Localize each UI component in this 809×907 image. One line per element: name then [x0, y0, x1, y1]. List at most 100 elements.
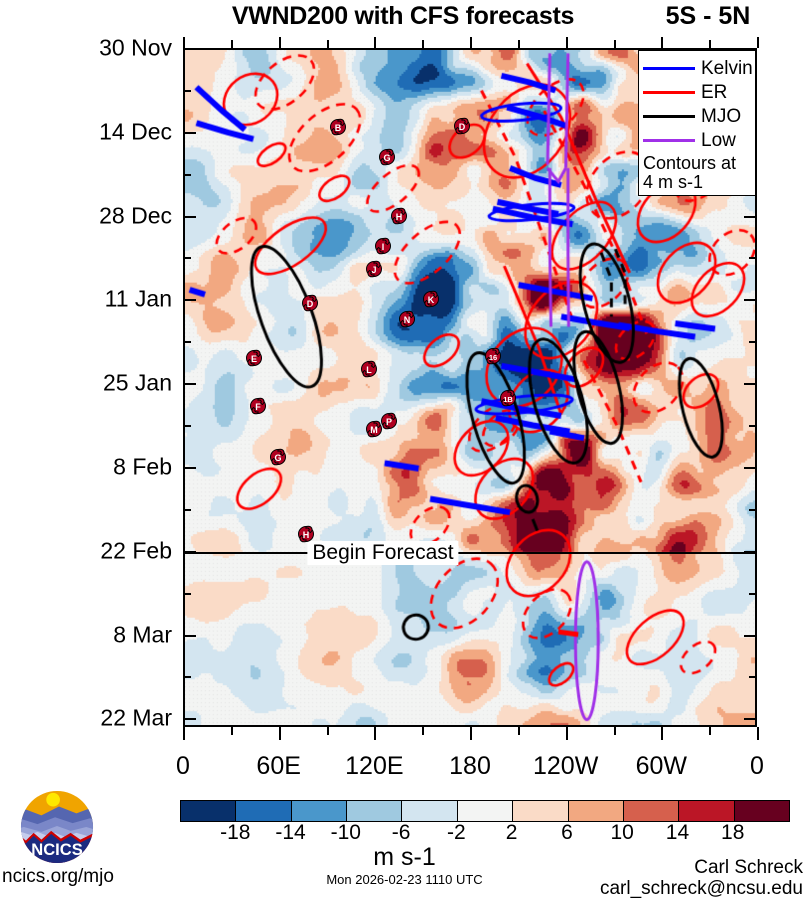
x-axis-minor-tick-top: [326, 40, 329, 48]
legend-contour-note: Contours at 4 m s-1: [643, 154, 751, 192]
storm-marker: P: [376, 408, 402, 434]
svg-text:NCICS: NCICS: [31, 840, 82, 859]
mjo-line-swatch: [643, 114, 695, 118]
colorbar-segment: [346, 801, 402, 821]
svg-text:H: H: [302, 530, 309, 540]
y-axis-tick-label: 25 Jan: [102, 369, 172, 396]
y-axis-minor-tick-right: [749, 592, 757, 595]
x-axis-tick: [374, 727, 377, 740]
colorbar-segment: [181, 801, 236, 821]
legend-item-er: ER: [643, 80, 751, 104]
x-axis-minor-tick: [517, 727, 520, 735]
svg-text:J: J: [372, 264, 377, 274]
colorbar-tick-label: -18: [220, 821, 251, 844]
y-axis-minor-tick: [183, 89, 191, 92]
ncics-logo: NCICS: [20, 790, 94, 864]
svg-text:G: G: [274, 453, 281, 463]
svg-text:K: K: [428, 295, 435, 305]
y-axis-tick-right: [744, 215, 757, 218]
storm-marker: M: [361, 416, 387, 442]
x-axis-minor-tick: [422, 727, 425, 735]
y-axis-tick-right: [744, 466, 757, 469]
storm-marker: H: [293, 521, 319, 547]
colorbar-segment: [678, 801, 734, 821]
y-axis-tick: [183, 718, 196, 721]
y-axis-minor-tick-right: [749, 341, 757, 344]
svg-text:L: L: [366, 365, 372, 375]
y-axis-tick: [183, 466, 196, 469]
x-axis-tick-top: [661, 37, 664, 48]
colorbar-tick-label: 10: [610, 821, 634, 844]
y-axis-tick-label: 11 Jan: [104, 285, 172, 312]
y-axis-tick-right: [744, 634, 757, 637]
legend-label-low: Low: [701, 129, 736, 151]
svg-text:1B: 1B: [503, 394, 513, 403]
x-axis-tick-label: 120E: [345, 752, 404, 780]
author-email-label: carl_schreck@ncsu.edu: [599, 878, 803, 899]
timestamp-label: Mon 2026-02-23 1110 UTC: [326, 872, 483, 887]
legend-item-low: Low: [643, 128, 751, 152]
legend-label-er: ER: [701, 81, 728, 103]
x-axis-tick-top: [757, 37, 759, 48]
y-axis-tick-right: [744, 299, 757, 302]
colorbar-segment: [290, 801, 347, 821]
y-axis-minor-tick: [183, 257, 191, 260]
y-axis-tick: [183, 215, 196, 218]
colorbar-tick-label: -6: [391, 821, 411, 844]
svg-text:N: N: [403, 315, 410, 325]
storm-marker: I: [370, 233, 396, 259]
y-axis-tick-right: [744, 550, 757, 553]
x-axis-minor-tick: [709, 727, 712, 735]
x-axis-minor-tick: [326, 727, 329, 735]
storm-marker: E: [241, 345, 267, 371]
y-axis-tick-label: 8 Mar: [113, 621, 172, 648]
y-axis-minor-tick: [183, 508, 191, 511]
site-url-label: ncics.org/mjo: [2, 866, 114, 887]
x-axis-tick: [757, 727, 759, 740]
legend-item-kelvin: Kelvin: [643, 56, 753, 80]
x-axis-tick: [278, 727, 281, 740]
y-axis-tick-label: 14 Dec: [99, 118, 172, 145]
svg-text:G: G: [384, 152, 391, 162]
svg-text:H: H: [395, 211, 402, 221]
y-axis-tick-label: 8 Feb: [113, 453, 172, 480]
svg-text:E: E: [251, 353, 257, 363]
y-axis-minor-tick-right: [749, 508, 757, 511]
y-axis-tick-right: [744, 383, 757, 386]
x-axis-tick-label: 60E: [256, 752, 301, 780]
colorbar-segment: [235, 801, 291, 821]
storm-marker: L: [356, 356, 382, 382]
colorbar-segment: [733, 801, 789, 821]
x-axis-tick: [661, 727, 664, 740]
y-axis-tick-label: 22 Feb: [100, 537, 172, 564]
y-axis-minor-tick: [183, 676, 191, 679]
legend-item-mjo: MJO: [643, 104, 751, 128]
x-axis-tick-top: [470, 37, 472, 48]
x-axis-minor-tick-top: [422, 40, 425, 48]
colorbar-tick-label: -2: [447, 821, 466, 844]
colorbar-segment: [622, 801, 679, 821]
storm-marker: 16: [480, 343, 506, 369]
colorbar-segment: [512, 801, 568, 821]
legend-note-line1: Contours at: [643, 153, 737, 173]
x-axis-tick-label: 0: [176, 752, 190, 780]
x-axis-minor-tick-top: [517, 40, 520, 48]
y-axis-minor-tick: [183, 173, 191, 176]
colorbar-tick-label: 6: [561, 821, 573, 844]
colorbar-tick-label: -10: [330, 821, 361, 844]
y-axis-tick-right: [744, 48, 757, 50]
y-axis-tick-label: 30 Nov: [99, 34, 172, 61]
legend-label-kelvin: Kelvin: [701, 57, 753, 79]
x-axis-minor-tick-top: [709, 40, 712, 48]
legend-label-mjo: MJO: [701, 105, 742, 127]
low-line-swatch: [643, 138, 695, 142]
x-axis-tick-label: 120W: [533, 752, 599, 780]
colorbar-tick-label: 14: [665, 821, 690, 844]
x-axis-tick-label: 0: [750, 752, 764, 780]
storm-marker: J: [361, 256, 387, 282]
x-axis-tick: [470, 727, 472, 740]
y-axis-tick-right: [744, 718, 757, 721]
colorbar-tick-label: 18: [721, 821, 745, 844]
y-axis-minor-tick: [183, 592, 191, 595]
y-axis-tick: [183, 299, 196, 302]
